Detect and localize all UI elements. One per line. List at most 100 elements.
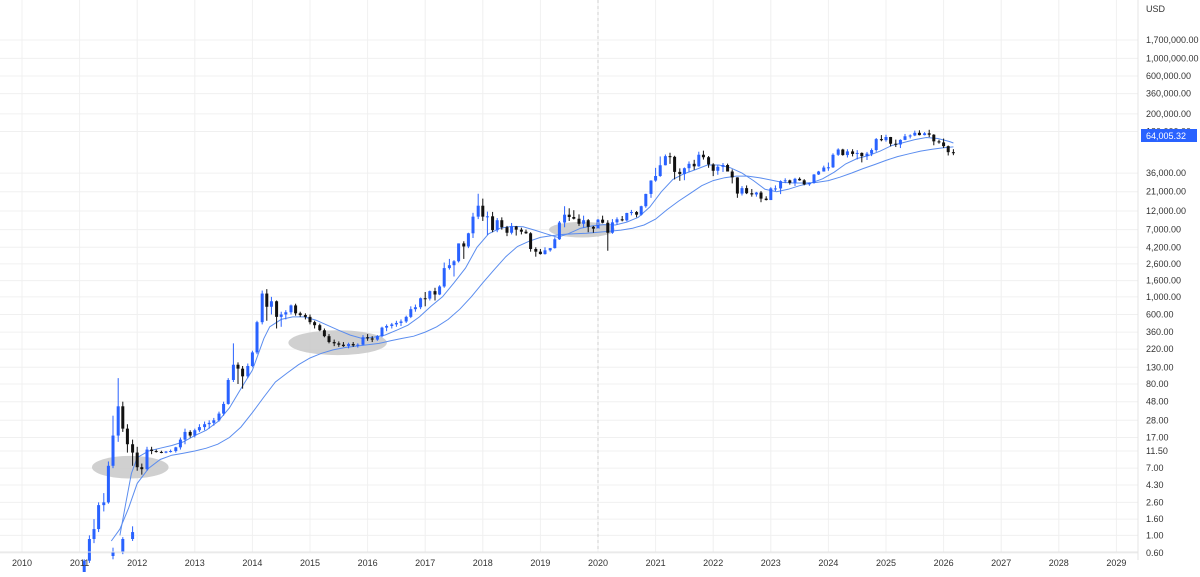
candle-body: [250, 352, 254, 366]
candle: [193, 428, 197, 438]
candle-body: [894, 143, 898, 145]
candle: [870, 148, 874, 157]
candle-body: [399, 321, 403, 323]
candle-body: [452, 261, 456, 266]
candle: [250, 350, 254, 368]
candle-body: [322, 330, 326, 337]
candle-body: [222, 403, 226, 414]
candle: [678, 168, 682, 181]
candle-body: [183, 431, 187, 440]
candle: [409, 306, 413, 319]
candle: [572, 210, 576, 220]
candle: [131, 439, 135, 466]
candle: [226, 378, 230, 405]
candle: [692, 159, 696, 170]
candle-body: [284, 312, 288, 315]
candle-body: [802, 180, 806, 185]
candle-body: [773, 188, 777, 190]
price-tick-label: 1,000,000.00: [1146, 53, 1199, 63]
candle: [510, 222, 514, 235]
candle: [567, 208, 571, 221]
candle: [908, 134, 912, 139]
candle-body: [874, 139, 878, 151]
candle: [337, 341, 341, 347]
candle-body: [644, 193, 648, 207]
candle-body: [341, 344, 345, 347]
candle-body: [203, 424, 207, 428]
candle: [577, 214, 581, 226]
candle: [730, 169, 734, 184]
candle: [716, 164, 720, 175]
candle-body: [236, 364, 240, 369]
candle-body: [553, 239, 557, 249]
candle-body: [269, 301, 273, 307]
price-tick-label: 4.30: [1146, 480, 1164, 490]
candle-body: [308, 316, 312, 323]
candle-body: [370, 338, 374, 340]
highlight-ellipses: [91, 221, 615, 479]
candle: [860, 152, 864, 163]
candle: [481, 198, 485, 221]
candle-body: [711, 164, 715, 171]
time-tick-label: 2010: [12, 558, 32, 568]
candle: [447, 258, 451, 270]
time-axis[interactable]: 2010 2011 2012 2013 2014 2015 2016 2017 2018 2019…: [12, 558, 1126, 568]
candlesticks: [82, 129, 955, 577]
candle: [923, 132, 927, 136]
price-tick-label: 4,200.00: [1146, 242, 1181, 252]
candle: [529, 232, 533, 252]
price-tick-label: 360.00: [1146, 327, 1174, 337]
candle: [505, 225, 509, 237]
price-tick-label: 1,600.00: [1146, 276, 1181, 286]
candle-body: [87, 538, 91, 561]
candle-body: [394, 322, 398, 325]
candle-body: [150, 449, 154, 452]
price-tick-label: 12,000.00: [1146, 206, 1186, 216]
candle-body: [471, 216, 475, 234]
candle: [639, 205, 643, 216]
time-tick-label: 2017: [415, 558, 435, 568]
candle-body: [169, 451, 173, 453]
candle-body: [409, 309, 413, 317]
candle-body: [942, 142, 946, 147]
candle: [610, 219, 614, 234]
candle-body: [217, 413, 221, 421]
candle: [601, 215, 605, 224]
candle: [111, 547, 115, 560]
candle-body: [927, 133, 931, 135]
candle: [265, 289, 269, 321]
candle: [356, 343, 360, 348]
candle-body: [635, 212, 639, 215]
candle: [135, 446, 139, 471]
candle-body: [908, 135, 912, 137]
candle: [394, 320, 398, 327]
candle-body: [260, 293, 264, 323]
candle: [289, 304, 293, 315]
price-tick-label: 36,000.00: [1146, 168, 1186, 178]
candle: [275, 300, 279, 329]
price-tick-label: 7.00: [1146, 463, 1164, 473]
candle-body: [510, 226, 514, 233]
candle-body: [485, 216, 489, 218]
candle-body: [495, 220, 499, 231]
time-tick-label: 2026: [934, 558, 954, 568]
candle-body: [159, 451, 163, 453]
currency-label: USD: [1146, 4, 1166, 14]
candle: [413, 304, 417, 312]
candle-body: [793, 178, 797, 183]
candle-body: [116, 406, 120, 436]
candle: [452, 260, 456, 277]
candle-body: [92, 529, 96, 539]
candle-body: [548, 248, 552, 251]
candle-body: [865, 153, 869, 157]
candle-body: [601, 219, 605, 223]
candle-body: [294, 305, 298, 314]
candle: [548, 248, 552, 252]
candle: [466, 232, 470, 249]
candle: [298, 311, 302, 317]
candle: [779, 180, 783, 195]
candle-body: [265, 293, 269, 307]
candle: [236, 362, 240, 385]
candle: [279, 311, 283, 327]
